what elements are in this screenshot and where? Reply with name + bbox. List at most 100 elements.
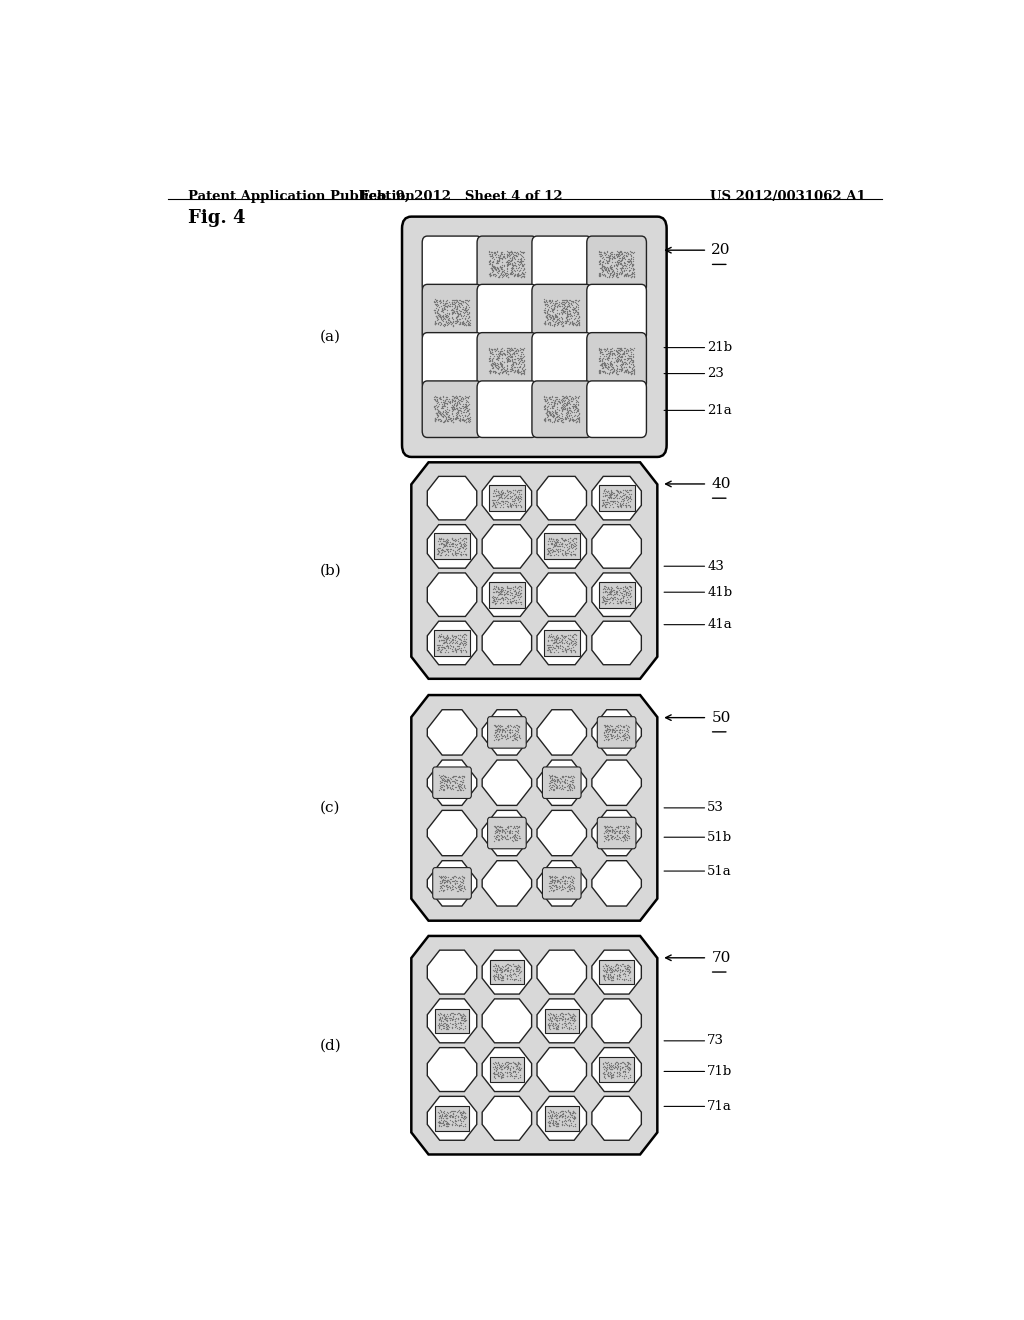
Point <box>558 395 574 416</box>
Point <box>487 961 504 982</box>
Point <box>499 964 515 985</box>
Point <box>626 360 642 381</box>
Polygon shape <box>592 810 641 855</box>
Point <box>554 1104 570 1125</box>
Point <box>444 544 461 565</box>
Point <box>616 969 633 990</box>
Point <box>434 869 451 890</box>
Point <box>486 966 503 987</box>
Point <box>542 306 558 327</box>
Point <box>499 259 515 280</box>
Point <box>557 639 573 660</box>
Point <box>492 958 508 979</box>
Point <box>512 495 528 516</box>
Point <box>548 628 564 649</box>
Point <box>553 314 569 335</box>
Point <box>490 249 507 271</box>
Point <box>563 866 580 887</box>
Point <box>594 343 610 364</box>
Point <box>598 719 614 741</box>
Point <box>595 484 611 506</box>
Point <box>506 1067 522 1088</box>
Point <box>449 880 465 902</box>
Point <box>549 876 565 898</box>
Point <box>439 1115 456 1137</box>
Point <box>488 1056 505 1077</box>
Point <box>481 263 498 284</box>
Point <box>616 581 633 602</box>
Point <box>542 1002 558 1023</box>
Point <box>549 871 565 892</box>
Text: 51a: 51a <box>708 865 732 878</box>
Point <box>485 490 502 511</box>
FancyBboxPatch shape <box>487 717 526 748</box>
Point <box>512 956 528 977</box>
Point <box>435 770 452 791</box>
Point <box>512 346 528 367</box>
Point <box>438 528 455 549</box>
Point <box>497 342 513 363</box>
Point <box>617 1065 634 1086</box>
Point <box>454 387 470 408</box>
Polygon shape <box>482 524 531 568</box>
Point <box>447 397 464 418</box>
Point <box>612 591 629 612</box>
Point <box>444 636 461 657</box>
Point <box>499 257 515 279</box>
Point <box>457 396 473 417</box>
Point <box>542 313 558 334</box>
Point <box>436 638 453 659</box>
Point <box>430 630 446 651</box>
Point <box>437 305 454 326</box>
Point <box>481 253 498 275</box>
Point <box>616 829 633 850</box>
Point <box>610 482 627 503</box>
Point <box>597 242 613 263</box>
Point <box>613 494 630 515</box>
Point <box>603 581 620 602</box>
Point <box>444 1012 461 1034</box>
Point <box>442 535 459 556</box>
Point <box>506 362 522 383</box>
Point <box>427 297 443 318</box>
Point <box>456 636 472 657</box>
Point <box>461 314 477 335</box>
Point <box>443 1003 460 1024</box>
Point <box>488 825 505 846</box>
Point <box>433 1107 450 1129</box>
Point <box>615 953 632 974</box>
Point <box>503 578 519 599</box>
Point <box>537 302 553 323</box>
Point <box>608 715 625 737</box>
Point <box>446 531 463 552</box>
Point <box>461 408 477 429</box>
Point <box>558 392 574 413</box>
Point <box>554 774 570 795</box>
Point <box>515 356 531 378</box>
Point <box>432 401 449 422</box>
Point <box>506 356 522 378</box>
Point <box>438 875 455 896</box>
Point <box>562 779 579 800</box>
Point <box>436 315 453 337</box>
Point <box>513 479 529 500</box>
Point <box>558 397 574 418</box>
FancyBboxPatch shape <box>587 284 646 341</box>
Point <box>506 726 522 747</box>
Point <box>508 958 524 979</box>
Point <box>542 389 558 411</box>
Point <box>608 253 625 275</box>
Point <box>438 867 455 888</box>
Point <box>505 825 521 846</box>
Point <box>544 1113 560 1134</box>
Point <box>429 400 445 421</box>
Point <box>603 1064 620 1085</box>
Point <box>622 346 638 367</box>
Point <box>441 1102 458 1123</box>
Point <box>449 385 465 407</box>
Point <box>438 631 455 652</box>
Point <box>546 1016 562 1038</box>
Point <box>548 631 564 652</box>
Point <box>556 772 572 793</box>
Point <box>597 256 613 277</box>
